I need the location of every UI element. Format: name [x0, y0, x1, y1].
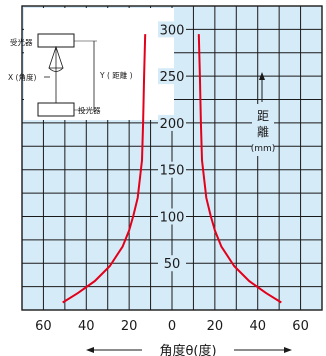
x-tick-label: 60 [292, 319, 309, 334]
y-tick-label-bg [158, 208, 186, 225]
sensor-inset-diagram: 受光器 投光器 X (角度) Y ( 距離 ) [8, 8, 174, 120]
angle-axis-title: 角度θ(度) [159, 343, 216, 356]
x-tick-label: 0 [168, 319, 176, 334]
y-tick-label-bg [158, 68, 186, 85]
angle-axis-label: 角度θ(度) [86, 343, 292, 356]
distance-label-char-2: 離 [257, 125, 269, 139]
receiver-box [37, 33, 75, 48]
curve-right [197, 34, 282, 304]
plot-frame [21, 5, 323, 311]
left-arrow-head [86, 347, 94, 353]
curves [62, 34, 282, 304]
x-tick-label: 40 [249, 319, 266, 334]
distance-label-char-1: 距 [257, 109, 269, 123]
x-tick-labels: 60 40 20 0 20 40 60 [35, 319, 309, 334]
y-tick-label: 300 [160, 23, 185, 38]
angle-arc [48, 67, 64, 72]
beam-cone [48, 45, 64, 69]
receiver-label: 受光器 [10, 37, 33, 47]
right-arrow-head [284, 347, 292, 353]
x-angle-label: X (角度) [8, 72, 36, 82]
y-tick-label: 200 [160, 117, 185, 132]
curve-left [62, 34, 147, 304]
x-tick-label: 60 [35, 319, 52, 334]
emitter-box [37, 102, 75, 117]
y-tick-label: 250 [160, 70, 185, 85]
distance-label-bg [252, 104, 274, 156]
y-tick-label-bg [158, 255, 186, 272]
y-tick-label-bg [158, 21, 186, 38]
y-tick-label: 100 [160, 210, 185, 225]
distance-axis-label: 距 離 (mm) [251, 72, 276, 156]
distance-arrow-head [259, 72, 265, 80]
y-tick-label: 50 [164, 257, 181, 272]
distance-unit: (mm) [251, 144, 276, 154]
y-tick-label: 150 [160, 164, 185, 179]
x-tick-label: 20 [207, 319, 224, 334]
y-tick-label-bg [158, 114, 186, 131]
x-tick-label: 20 [121, 319, 138, 334]
y-tick-labels: 300 250 200 150 100 50 [158, 21, 186, 272]
inset-background [24, 8, 174, 120]
x-tick-label: 40 [78, 319, 95, 334]
y-distance-label: Y ( 距離 ) [99, 70, 133, 80]
y-tick-label-bg [158, 161, 186, 178]
